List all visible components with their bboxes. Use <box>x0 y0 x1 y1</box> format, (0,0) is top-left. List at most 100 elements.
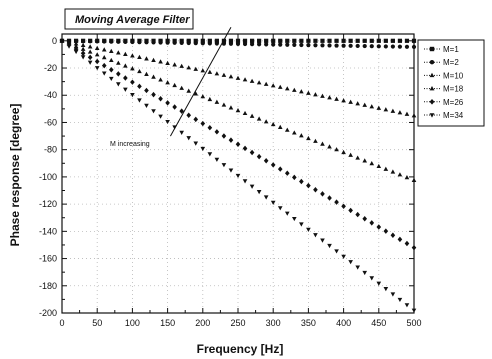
data-point <box>270 200 276 206</box>
data-point <box>270 83 276 88</box>
data-point <box>271 42 276 47</box>
annotation-layer: M increasing <box>110 26 232 148</box>
y-tick-label: -40 <box>44 90 57 100</box>
data-point <box>397 110 403 115</box>
data-point <box>151 40 156 45</box>
data-point <box>404 44 410 49</box>
data-point <box>179 85 184 90</box>
data-point <box>369 44 374 49</box>
data-point <box>320 141 325 146</box>
data-point <box>228 168 234 173</box>
data-point <box>87 54 93 61</box>
data-point <box>214 41 219 46</box>
data-point <box>390 38 395 43</box>
data-point <box>334 38 339 43</box>
data-point <box>186 40 191 46</box>
data-point <box>341 203 346 210</box>
data-point <box>228 41 234 46</box>
y-tick-label: -200 <box>39 308 57 318</box>
data-point <box>80 55 86 60</box>
data-point <box>200 146 206 152</box>
legend-label: M=10 <box>443 71 464 80</box>
data-point <box>355 38 360 43</box>
data-point <box>369 104 375 109</box>
data-point <box>270 162 276 168</box>
y-tick-label: -120 <box>39 199 57 209</box>
data-point <box>130 79 135 85</box>
y-tick-label: -80 <box>44 145 57 155</box>
x-tick-label: 450 <box>371 318 386 328</box>
data-point <box>80 46 86 51</box>
data-point <box>292 216 297 222</box>
data-point <box>172 62 177 67</box>
data-point <box>214 157 220 162</box>
data-point <box>369 161 375 166</box>
data-point <box>123 75 128 81</box>
data-point <box>277 206 283 211</box>
data-point <box>341 43 346 48</box>
data-point <box>355 265 360 270</box>
y-tick-label: -180 <box>39 281 57 291</box>
data-point <box>186 88 192 93</box>
data-point <box>144 103 149 108</box>
data-point <box>207 124 213 131</box>
data-point <box>165 119 170 125</box>
data-point <box>341 38 346 43</box>
data-point <box>292 42 297 47</box>
y-tick-label: -60 <box>44 117 57 127</box>
series-M-26 <box>59 38 417 251</box>
data-point <box>235 108 241 113</box>
legend-marker <box>429 46 435 52</box>
data-point <box>390 292 396 297</box>
data-point <box>101 47 107 52</box>
data-point <box>320 191 325 197</box>
data-point <box>284 127 290 132</box>
data-point <box>278 38 283 43</box>
data-point <box>404 240 410 247</box>
data-point <box>228 137 234 143</box>
data-point <box>116 82 121 87</box>
data-point <box>327 38 332 43</box>
data-point <box>383 166 389 171</box>
x-axis-title: Frequency [Hz] <box>197 342 284 356</box>
data-point <box>235 41 241 46</box>
data-point <box>102 39 107 44</box>
data-point <box>137 40 142 45</box>
data-point <box>200 38 205 43</box>
data-point <box>327 243 332 249</box>
data-point <box>207 96 213 102</box>
x-tick-label: 500 <box>406 318 421 328</box>
data-point <box>397 44 403 49</box>
data-point <box>242 41 248 47</box>
axes-layer: 0 50 100 150 200 250 300 350 400 450 500 0 -20 -40 -60… <box>39 34 422 328</box>
data-point <box>313 43 318 48</box>
data-point <box>179 130 184 135</box>
data-point <box>348 152 353 157</box>
data-point <box>292 174 297 181</box>
data-point <box>341 98 346 103</box>
data-point <box>116 39 121 44</box>
data-point <box>235 75 241 80</box>
data-point <box>137 98 142 103</box>
data-point <box>306 227 311 232</box>
legend-marker <box>429 98 435 105</box>
data-point <box>73 38 79 44</box>
data-point <box>80 42 86 47</box>
data-point <box>221 163 227 168</box>
data-point <box>73 41 79 46</box>
data-point <box>313 38 318 43</box>
data-point <box>404 303 410 308</box>
data-point <box>95 39 100 44</box>
data-point <box>277 84 283 89</box>
data-point <box>404 111 410 116</box>
data-point <box>109 39 114 44</box>
data-point <box>165 60 170 65</box>
y-tick-label: -160 <box>39 254 57 264</box>
data-point <box>144 87 149 94</box>
data-point <box>130 39 135 45</box>
x-tick-label: 100 <box>125 318 140 328</box>
data-point <box>200 120 206 127</box>
data-point <box>108 76 114 82</box>
data-point <box>376 163 382 169</box>
data-point <box>256 116 262 121</box>
